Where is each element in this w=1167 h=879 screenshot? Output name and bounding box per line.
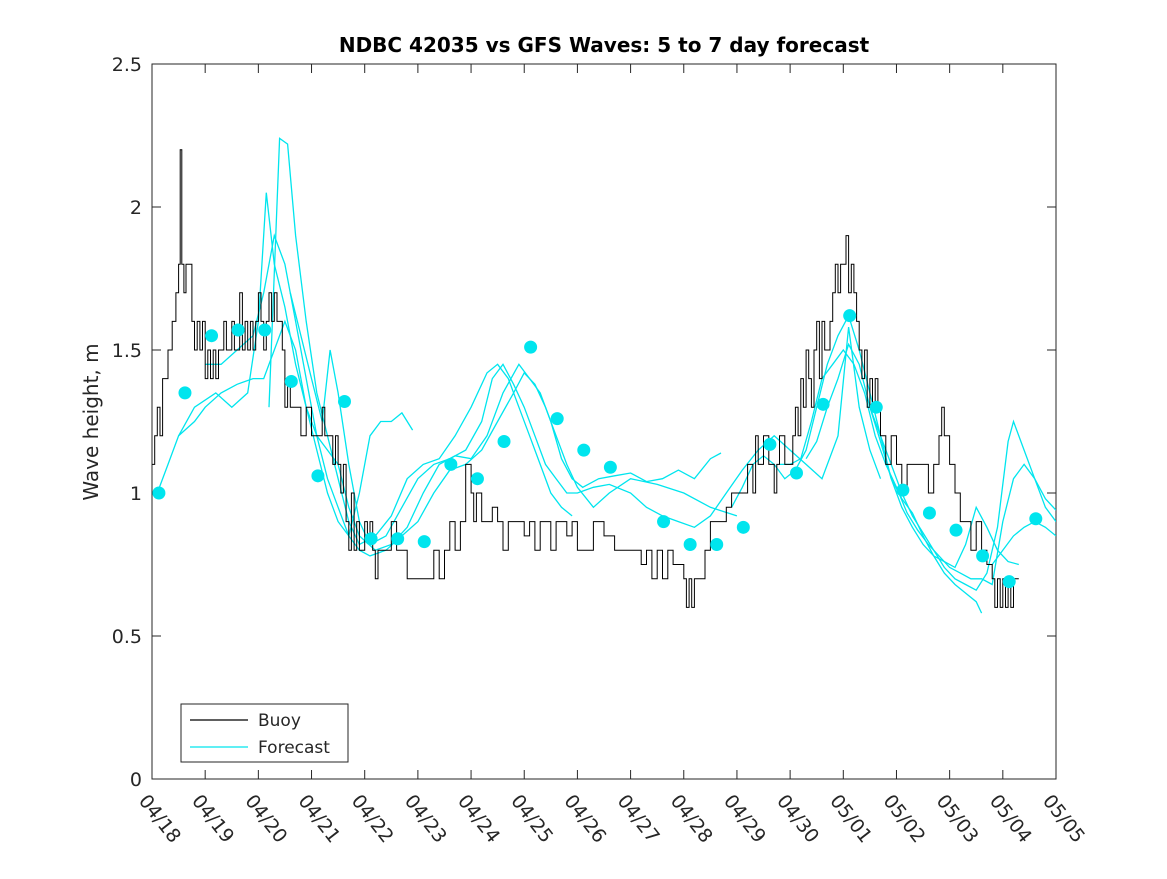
- legend-label: Buoy: [258, 711, 301, 731]
- forecast-marker: [710, 537, 724, 551]
- legend-box: [180, 703, 349, 763]
- forecast-marker: [311, 469, 325, 483]
- forecast-marker: [763, 437, 777, 451]
- buoy-line: [152, 149, 1019, 608]
- forecast-line: [805, 342, 1019, 569]
- plot-area: 00.511.522.504/18 04/19 04/20 04/21 04/22 04/…: [112, 54, 1089, 847]
- forecast-marker: [205, 329, 219, 343]
- forecast-marker: [1002, 575, 1016, 589]
- forecast-marker: [284, 374, 298, 388]
- y-tick-label: 0: [130, 769, 142, 791]
- forecast-line: [268, 137, 573, 546]
- forecast-marker: [683, 537, 697, 551]
- forecast-marker: [364, 532, 378, 546]
- forecast-marker: [603, 460, 617, 474]
- forecast-marker: [896, 483, 910, 497]
- forecast-marker: [1029, 512, 1043, 526]
- forecast-marker: [497, 435, 511, 449]
- series-group: [152, 137, 1056, 614]
- forecast-marker: [657, 515, 671, 529]
- y-tick-label: 2.5: [112, 54, 142, 76]
- y-tick-label: 2: [130, 197, 142, 219]
- forecast-line: [779, 348, 1056, 586]
- forecast-marker: [736, 520, 750, 534]
- forecast-marker: [470, 472, 484, 486]
- forecast-line: [991, 520, 1056, 565]
- forecast-marker: [444, 457, 458, 471]
- forecast-marker: [178, 386, 192, 400]
- forecast-marker: [391, 532, 405, 546]
- legend-label: Forecast: [258, 738, 330, 758]
- y-axis-label: Wave height, m: [79, 343, 103, 500]
- y-tick-label: 1.5: [112, 340, 142, 362]
- forecast-marker: [789, 466, 803, 480]
- chart-legend: Buoy Forecast: [180, 703, 349, 763]
- forecast-marker: [922, 506, 936, 520]
- forecast-marker: [976, 549, 990, 563]
- chart-title: NDBC 42035 vs GFS Waves: 5 to 7 day fore…: [339, 33, 870, 57]
- forecast-marker: [550, 412, 564, 426]
- axes-box: [151, 63, 1057, 780]
- forecast-marker: [816, 397, 830, 411]
- forecast-marker: [417, 535, 431, 549]
- forecast-marker: [337, 394, 351, 408]
- forecast-marker: [258, 323, 272, 337]
- y-tick-label: 1: [130, 483, 142, 505]
- forecast-marker: [231, 323, 245, 337]
- forecast-marker: [524, 340, 538, 354]
- forecast-marker: [843, 309, 857, 323]
- forecast-marker: [577, 443, 591, 457]
- y-tick-label: 0.5: [112, 626, 142, 648]
- forecast-marker: [152, 486, 166, 500]
- forecast-marker: [949, 523, 963, 537]
- forecast-marker: [869, 400, 883, 414]
